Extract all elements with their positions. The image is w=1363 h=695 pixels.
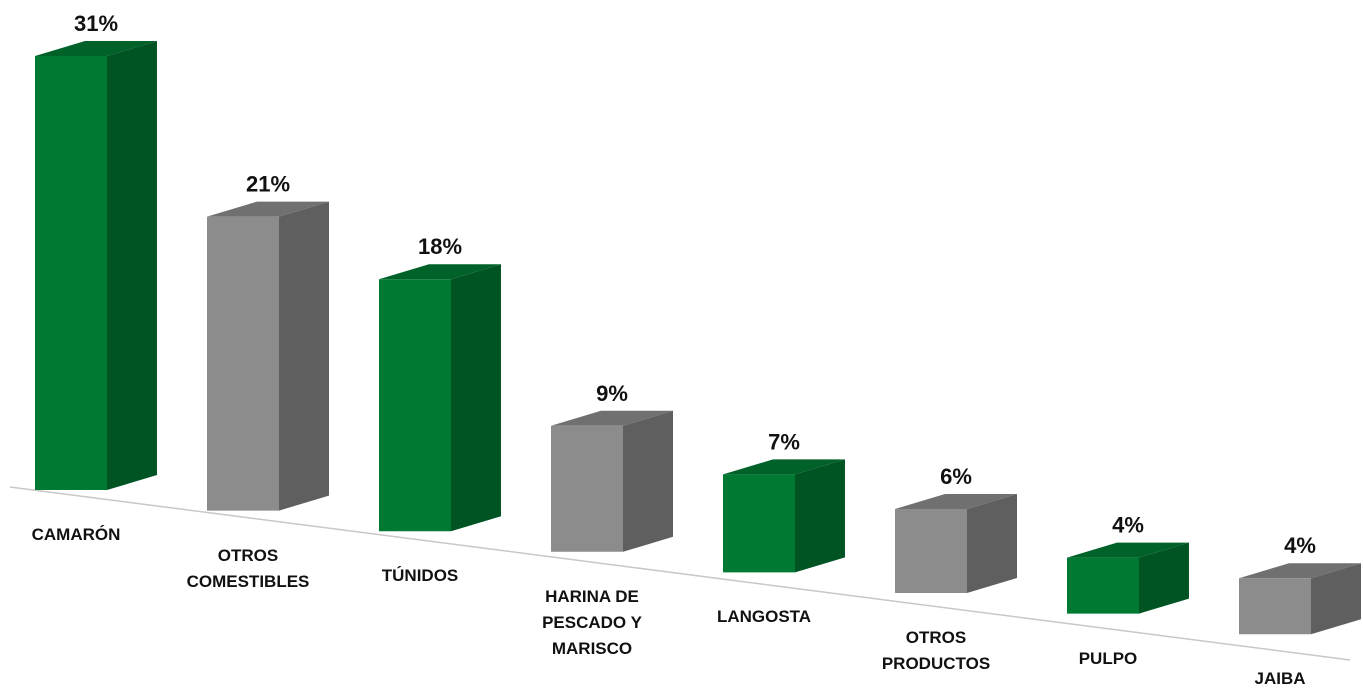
bar bbox=[723, 474, 795, 573]
bar-top bbox=[895, 494, 1017, 509]
value-label: 18% bbox=[418, 234, 462, 259]
baseline bbox=[9, 486, 1351, 661]
value-label: 21% bbox=[246, 172, 290, 197]
bar bbox=[207, 216, 279, 511]
value-label: 6% bbox=[940, 464, 972, 489]
category-label: OTROS COMESTIBLES bbox=[186, 545, 310, 591]
value-label: 31% bbox=[74, 11, 118, 36]
bar-top bbox=[723, 459, 845, 475]
bar bbox=[1067, 557, 1139, 614]
bar-top bbox=[1067, 542, 1189, 558]
category-label: JAIBA bbox=[1254, 669, 1306, 689]
bar-top bbox=[35, 41, 157, 56]
bar bbox=[379, 279, 451, 532]
value-label: 7% bbox=[768, 429, 800, 454]
bar-top bbox=[1239, 563, 1361, 579]
bar-side bbox=[795, 459, 845, 573]
category-label: LANGOSTA bbox=[716, 607, 812, 627]
value-label: 9% bbox=[596, 381, 628, 406]
bar-top bbox=[379, 264, 501, 280]
bar bbox=[1239, 578, 1311, 635]
category-label: TÚNIDOS bbox=[381, 566, 459, 586]
bar-side bbox=[1311, 563, 1361, 635]
bar-top bbox=[551, 410, 673, 426]
bar bbox=[895, 509, 967, 593]
bar-side bbox=[1139, 542, 1189, 614]
category-label: PULPO bbox=[1078, 648, 1138, 668]
value-label: 4% bbox=[1284, 533, 1316, 558]
bar-side bbox=[623, 410, 673, 552]
bar bbox=[35, 56, 107, 490]
bar-side bbox=[451, 264, 501, 532]
bar-side bbox=[967, 494, 1017, 593]
category-label: OTROS PRODUCTOS bbox=[881, 628, 991, 673]
bar-side bbox=[279, 201, 329, 511]
category-label: CAMARÓN bbox=[31, 525, 121, 544]
bar-top bbox=[207, 201, 329, 217]
category-label: HARINA DE PESCADO Y MARISCO bbox=[542, 586, 642, 658]
bar bbox=[551, 425, 623, 552]
value-label: 4% bbox=[1112, 513, 1144, 538]
bar-side bbox=[107, 41, 157, 490]
